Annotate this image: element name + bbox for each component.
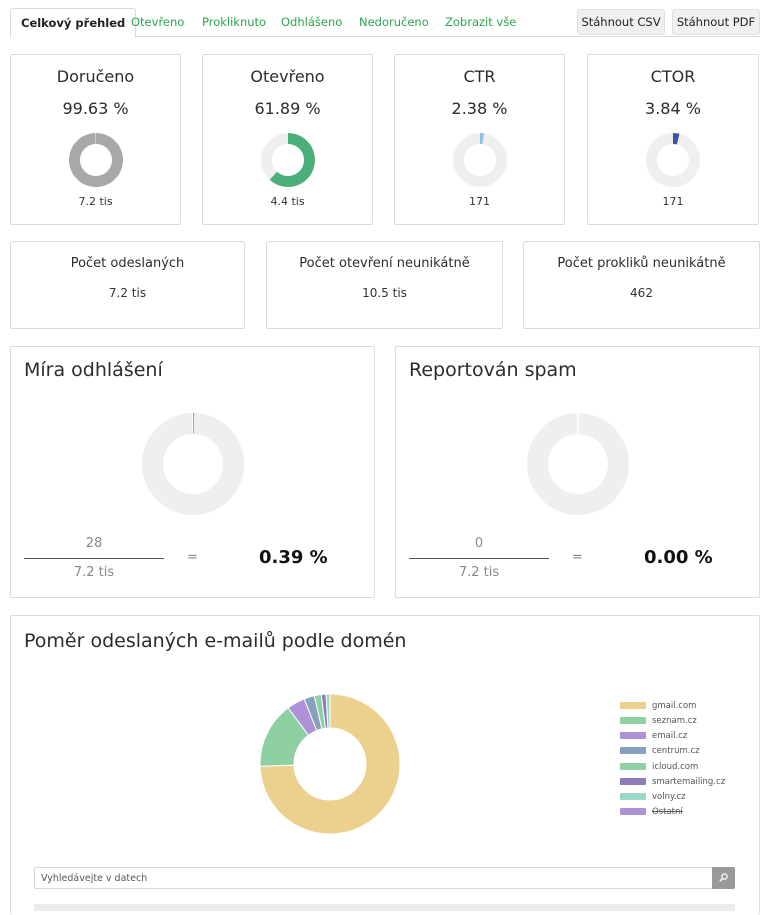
fraction-denominator: 7.2 tis: [458, 565, 500, 580]
opened-donut: [260, 133, 315, 187]
count-title: Počet prokliků neunikátně: [557, 256, 726, 271]
stat-count: 171: [662, 195, 684, 208]
card-title: Reportován spam: [409, 359, 577, 381]
table-header-strip: [34, 904, 735, 911]
legend-item-smartemailing[interactable]: smartemailing.cz: [620, 776, 725, 788]
slice-volny-cz[interactable]: [325, 693, 331, 729]
stat-donut-value: [269, 133, 315, 187]
tab-bar: Celkový přehled Otevřeno Prokliknuto Odh…: [10, 8, 760, 38]
stat-card-opened: Otevřeno 61.89 % 4.4 tis: [202, 54, 373, 225]
legend-swatch: [620, 702, 646, 709]
tab-overview[interactable]: Celkový přehled: [10, 8, 137, 38]
stat-card-delivered: Doručeno 99.63 % 7.2 tis: [10, 54, 181, 225]
fraction-line: [409, 558, 549, 559]
search-button[interactable]: [712, 867, 735, 889]
tab-opened[interactable]: Otevřeno: [131, 15, 185, 29]
count-title: Počet otevření neunikátně: [299, 256, 470, 271]
search-icon: [719, 873, 728, 882]
legend-swatch: [620, 732, 646, 739]
legend-item-icloud[interactable]: icloud.com: [620, 761, 698, 773]
stat-title: CTOR: [650, 67, 696, 86]
count-title: Počet odeslaných: [70, 256, 185, 271]
spam-report-card: Reportován spam 0 7.2 tis = 0.00 %: [395, 346, 760, 598]
legend-label: seznam.cz: [652, 716, 697, 726]
rate-donut-ring: [141, 413, 244, 515]
tab-unsubscribed[interactable]: Odhlášeno: [281, 15, 343, 29]
fraction-denominator: 7.2 tis: [73, 565, 115, 580]
domains-title: Poměr odeslaných e-mailů podle domén: [24, 630, 407, 652]
legend-swatch: [620, 717, 646, 724]
stat-title: Otevřeno: [250, 67, 325, 86]
rate-donut-value: [193, 413, 195, 435]
domains-donut-chart: [259, 693, 401, 835]
tab-undelivered[interactable]: Nedoručeno: [359, 15, 429, 29]
legend-swatch: [620, 778, 646, 785]
download-csv-button[interactable]: Stáhnout CSV: [577, 9, 665, 35]
stat-count: 171: [469, 195, 490, 208]
tab-show-all[interactable]: Zobrazit vše: [445, 15, 517, 29]
legend-label: volny.cz: [652, 792, 686, 802]
rate-result: 0.00 %: [644, 547, 713, 568]
card-title: Míra odhlášení: [24, 359, 163, 381]
stat-donut-remainder: [452, 133, 507, 187]
count-card-clicks-nonunique: Počet prokliků neunikátně 462: [523, 241, 760, 329]
tab-clicked[interactable]: Prokliknuto: [202, 15, 267, 29]
count-value: 462: [630, 286, 653, 300]
stat-donut-remainder: [646, 133, 700, 187]
equals-sign: =: [187, 550, 198, 565]
stat-value: 61.89 %: [254, 99, 321, 118]
legend-item-gmail[interactable]: gmail.com: [620, 700, 696, 712]
delivered-donut: [68, 133, 123, 187]
stat-card-ctr: CTR 2.38 % 171: [394, 54, 565, 225]
ctor-donut: [646, 133, 700, 187]
stat-count: 4.4 tis: [270, 195, 305, 208]
download-pdf-button[interactable]: Stáhnout PDF: [672, 9, 760, 35]
stat-donut-remainder: [94, 133, 96, 145]
stat-title: Doručeno: [56, 67, 135, 86]
count-card-opens-nonunique: Počet otevření neunikátně 10.5 tis: [266, 241, 503, 329]
legend-item-centrum[interactable]: centrum.cz: [620, 745, 700, 757]
legend-label: gmail.com: [652, 701, 697, 711]
rate-donut-ring: [527, 413, 629, 515]
legend-item-seznam[interactable]: seznam.cz: [620, 715, 697, 727]
stat-donut-value: [68, 133, 123, 187]
legend-swatch: [620, 793, 646, 800]
fraction-numerator: 0: [474, 536, 484, 551]
unsubscribe-donut: [141, 413, 244, 515]
stat-value: 3.84 %: [645, 99, 701, 118]
legend-label: email.cz: [652, 731, 688, 741]
fraction-numerator: 28: [85, 536, 103, 551]
stat-value: 99.63 %: [62, 99, 129, 118]
stat-donut-remainder: [260, 133, 288, 180]
count-card-sent: Počet odeslaných 7.2 tis: [10, 241, 245, 329]
legend-label: centrum.cz: [652, 746, 700, 756]
legend-item-volny[interactable]: volny.cz: [620, 791, 686, 803]
legend-item-other[interactable]: Ostatní: [620, 806, 683, 818]
legend-label: smartemailing.cz: [652, 777, 726, 787]
stat-count: 7.2 tis: [78, 195, 113, 208]
count-value: 10.5 tis: [362, 286, 407, 300]
legend-item-email[interactable]: email.cz: [620, 730, 687, 742]
slice-gmail-com[interactable]: [259, 693, 401, 835]
fraction-line: [24, 558, 164, 559]
stat-title: CTR: [463, 67, 496, 86]
rate-result: 0.39 %: [259, 547, 328, 568]
stat-card-ctor: CTOR 3.84 % 171: [587, 54, 759, 225]
legend-label: icloud.com: [652, 762, 699, 772]
ctr-donut: [452, 133, 507, 187]
stat-donut-value: [673, 133, 680, 145]
legend-label: Ostatní: [652, 807, 683, 817]
unsubscribe-rate-card: Míra odhlášení 28 7.2 tis = 0.39 %: [10, 346, 375, 598]
legend-swatch: [620, 763, 646, 770]
legend-swatch: [620, 808, 646, 815]
legend-swatch: [620, 747, 646, 754]
search-input[interactable]: [34, 867, 712, 889]
spam-donut: [527, 413, 629, 515]
stat-donut-value: [479, 133, 484, 145]
stat-value: 2.38 %: [451, 99, 508, 118]
count-value: 7.2 tis: [108, 286, 147, 300]
equals-sign: =: [572, 550, 583, 565]
